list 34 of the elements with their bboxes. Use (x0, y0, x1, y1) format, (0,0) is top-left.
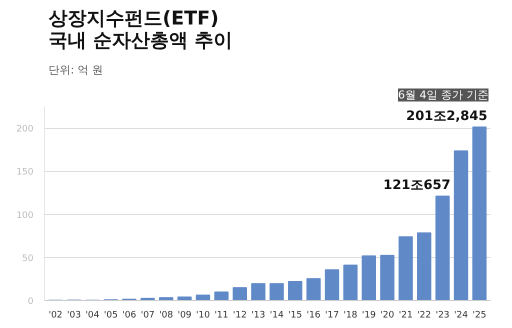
x-tick-label: '23 (436, 310, 450, 320)
x-tick-label: '03 (67, 310, 81, 320)
x-tick-label: '07 (140, 310, 155, 320)
x-tick-label: '12 (232, 310, 247, 320)
x-tick-label: '18 (343, 310, 358, 320)
chart-subtitle: 단위: 억 원 (48, 64, 104, 76)
x-tick-label: '25 (472, 310, 486, 320)
x-tick-label: '20 (380, 310, 395, 320)
x-tick-label: '02 (48, 310, 63, 320)
x-tick-label: '19 (362, 310, 376, 320)
y-tick-label: 200 (16, 124, 34, 135)
y-tick-label: 100 (16, 210, 34, 221)
text: 6월 4일 종가 기준 (398, 88, 489, 102)
x-tick-label: '17 (325, 310, 339, 320)
x-tick-label: '11 (214, 310, 228, 320)
annotation: 121조657 (383, 178, 451, 194)
x-tick-label: '10 (196, 310, 210, 320)
x-tick-label: '22 (417, 310, 432, 320)
y-tick-label: 150 (16, 168, 34, 178)
x-tick-label: '21 (398, 310, 413, 320)
annotation: 201조2,845 (406, 108, 488, 124)
x-tick-label: '04 (85, 310, 100, 320)
x-tick-label: '14 (270, 310, 284, 320)
x-tick-label: '13 (251, 310, 266, 320)
x-tick-label: '09 (178, 310, 192, 320)
x-tick-label: '05 (104, 310, 118, 320)
chart-title: 상장지수펀드(ETF) 국내 순자산총액 추이 (48, 8, 233, 52)
x-tick-label: '08 (159, 310, 174, 320)
x-tick-label: '15 (288, 310, 302, 320)
x-tick-label: '24 (454, 310, 468, 320)
x-tick-label: '16 (306, 310, 321, 320)
y-tick-label: 50 (22, 254, 34, 264)
x-tick-label: '06 (122, 310, 137, 320)
y-tick-label: 0 (28, 297, 34, 307)
